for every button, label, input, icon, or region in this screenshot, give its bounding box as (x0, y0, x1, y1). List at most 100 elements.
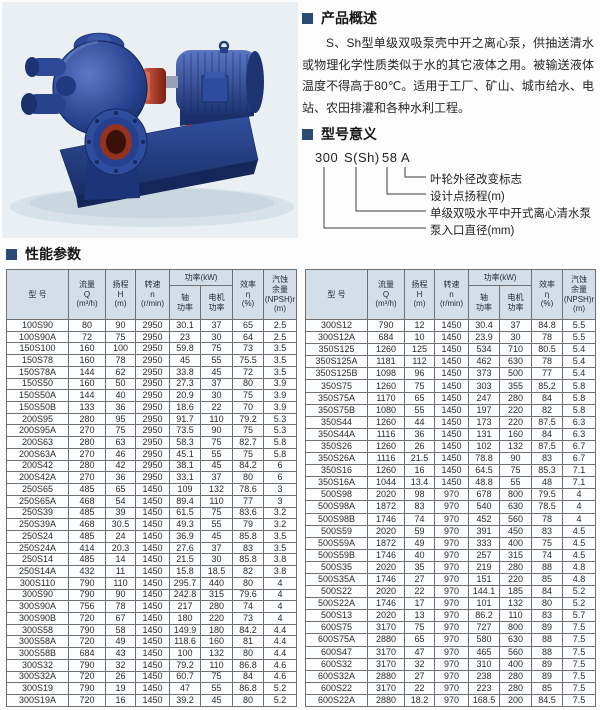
table-cell: 101 (468, 597, 501, 611)
table-cell: 3.8 (263, 565, 298, 578)
table-cell: 200S95 (6, 412, 69, 426)
table-row: 350S125A 1181 112 1450 462 630 78 5.4 (305, 355, 597, 369)
col-header-shaft-power: 轴 功率 (169, 285, 201, 320)
table-cell: 100 (169, 647, 201, 660)
table-cell: 150S50A (6, 389, 69, 403)
table-cell: 7.1 (562, 464, 597, 478)
table-row: 500S98B 1746 74 970 452 560 78 4 (305, 512, 597, 526)
table-cell: 89 (531, 657, 564, 671)
table-cell: 3.5 (263, 541, 298, 555)
table-cell: 2020 (367, 524, 406, 538)
table-cell: 73 (232, 611, 265, 625)
table-cell: 27 (404, 572, 436, 587)
table-cell: 33.8 (169, 365, 201, 379)
table-cell: 88 (531, 645, 564, 659)
overview-title: 产品概述 (321, 10, 377, 26)
table-row: 500S98A 1872 83 970 540 630 78.5 4 (305, 500, 597, 514)
table-cell: 6.7 (562, 452, 597, 466)
table-cell: 1450 (135, 506, 170, 520)
table-cell: 534 (468, 343, 501, 357)
table-cell: 16 (404, 464, 436, 478)
table-row: 300S110 790 110 1450 295.7 440 80 4 (6, 576, 298, 590)
performance-table-right: 型 号 流量 Q (m³/h) 扬程 H (m) 转速 n (r/min) 功率… (305, 269, 597, 708)
table-cell: 37 (199, 471, 234, 485)
section-bullet-icon (302, 128, 313, 140)
model-title-row: 型号意义 (302, 124, 594, 144)
table-cell: 1260 (367, 343, 406, 357)
table-row: 500S59A 1872 49 970 333 400 75 4.5 (305, 536, 597, 550)
table-cell: 5.4 (562, 343, 597, 357)
table-header: 型 号 流量 Q (m³/h) 扬程 H (m) 转速 n (r/min) 功率… (305, 269, 597, 320)
table-cell: 4.4 (263, 635, 298, 649)
table-cell: 27.3 (169, 377, 201, 391)
table-cell: 6 (263, 471, 298, 485)
table-cell: 300S90B (6, 611, 69, 625)
table-cell: 24 (105, 529, 136, 543)
table-cell: 310 (468, 657, 501, 671)
table-cell: 600S32A (305, 669, 369, 683)
table-cell: 7.5 (562, 621, 597, 635)
table-cell: 80 (232, 471, 265, 485)
table-cell: 78 (531, 512, 564, 526)
overview-title-row: 产品概述 (302, 8, 594, 28)
table-cell: 468 (68, 518, 106, 531)
table-cell: 630 (499, 355, 533, 369)
table-cell: 280 (499, 391, 533, 405)
table-cell: 3.9 (263, 401, 298, 414)
table-cell: 17 (404, 597, 436, 611)
table-cell: 3.5 (263, 529, 298, 543)
table-cell: 2950 (135, 459, 170, 473)
table-cell: 150S100 (6, 342, 69, 356)
table-row: 300S58A 720 49 1450 118.6 160 81 4.4 (6, 635, 298, 649)
table-cell: 250S39 (6, 506, 69, 520)
col-header-model: 型 号 (6, 269, 69, 320)
table-cell: 600S22 (305, 681, 369, 695)
table-cell: 83 (531, 452, 564, 466)
table-cell: 970 (434, 512, 470, 526)
table-cell: 1116 (367, 427, 406, 441)
col-header-efficiency: 效率 η (%) (531, 269, 564, 320)
table-cell: 38.1 (169, 459, 201, 473)
table-cell: 500S59B (305, 548, 369, 562)
table-cell: 217 (169, 600, 201, 613)
table-cell: 220 (499, 403, 533, 417)
table-cell: 1450 (135, 483, 170, 496)
table-cell: 84 (232, 670, 265, 684)
table-cell: 1450 (434, 403, 470, 417)
table-cell: 3.5 (263, 342, 298, 356)
table-row: 300S12A 684 10 1450 23.9 30 78 5.5 (305, 331, 597, 345)
table-cell: 257 (468, 548, 501, 562)
table-cell: 2950 (135, 319, 170, 332)
table-cell: 1450 (434, 367, 470, 381)
col-header-motor-power: 电机 功率 (499, 285, 533, 320)
table-cell: 37 (199, 541, 234, 555)
table-row: 600S22 3170 22 970 223 280 85 7.5 (305, 681, 597, 695)
table-cell: 350S75 (305, 379, 369, 393)
table-cell: 5.8 (562, 379, 597, 393)
table-cell: 250S14 (6, 553, 69, 567)
table-row: 600S32 3170 32 970 310 400 89 7.5 (305, 657, 597, 671)
table-cell: 83 (404, 500, 436, 514)
table-cell: 465 (468, 645, 501, 659)
table-row: 600S22A 2880 18.2 970 168.5 200 84.5 7.5 (305, 693, 597, 708)
table-row: 350S75 1260 75 1450 303 355 85.2 5.8 (305, 379, 597, 393)
table-cell: 81 (232, 635, 265, 649)
table-cell: 197 (468, 403, 501, 417)
table-cell: 720 (68, 670, 106, 684)
table-row: 150S50B 133 36 2950 18.6 22 70 3.9 (6, 401, 298, 414)
table-cell: 600S75A (305, 633, 369, 647)
table-cell: 6 (263, 459, 298, 473)
table-cell: 86.8 (232, 682, 265, 695)
table-cell: 78.8 (468, 452, 501, 466)
table-cell: 350S44 (305, 415, 369, 429)
table-cell: 970 (434, 500, 470, 514)
table-cell: 32 (105, 658, 136, 672)
table-cell: 46 (105, 447, 136, 461)
table-cell: 462 (468, 355, 501, 369)
table-cell: 1450 (135, 682, 170, 695)
table-cell: 30 (199, 553, 234, 567)
table-row: 150S50A 144 40 2950 20.9 30 75 3.9 (6, 389, 298, 403)
table-cell: 84 (531, 585, 564, 599)
table-cell: 7.5 (562, 633, 597, 647)
table-row: 300S32A 720 26 1450 60.7 75 84 4.6 (6, 670, 298, 684)
